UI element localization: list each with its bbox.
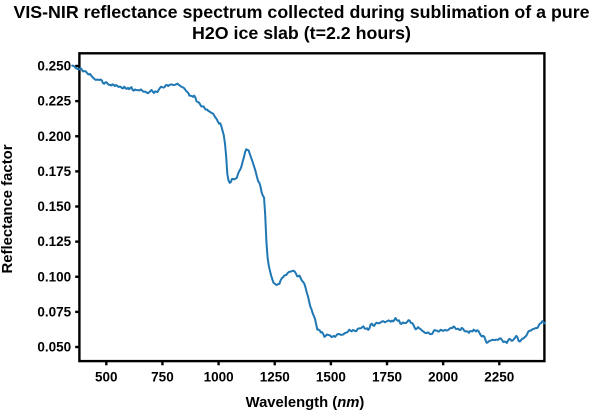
svg-text:0.225: 0.225 xyxy=(37,94,71,109)
svg-text:0.100: 0.100 xyxy=(37,269,71,284)
svg-text:0.250: 0.250 xyxy=(37,59,71,74)
svg-text:1000: 1000 xyxy=(204,369,234,384)
svg-text:0.200: 0.200 xyxy=(37,129,71,144)
svg-text:1500: 1500 xyxy=(316,369,346,384)
svg-text:2250: 2250 xyxy=(484,369,514,384)
svg-text:2000: 2000 xyxy=(428,369,458,384)
svg-text:500: 500 xyxy=(95,369,118,384)
svg-text:1250: 1250 xyxy=(260,369,290,384)
svg-text:0.150: 0.150 xyxy=(37,199,71,214)
svg-text:0.125: 0.125 xyxy=(37,234,71,249)
svg-text:0.050: 0.050 xyxy=(37,340,71,355)
svg-text:0.075: 0.075 xyxy=(37,304,71,319)
svg-text:0.175: 0.175 xyxy=(37,164,71,179)
svg-text:750: 750 xyxy=(151,369,174,384)
svg-text:1750: 1750 xyxy=(372,369,402,384)
